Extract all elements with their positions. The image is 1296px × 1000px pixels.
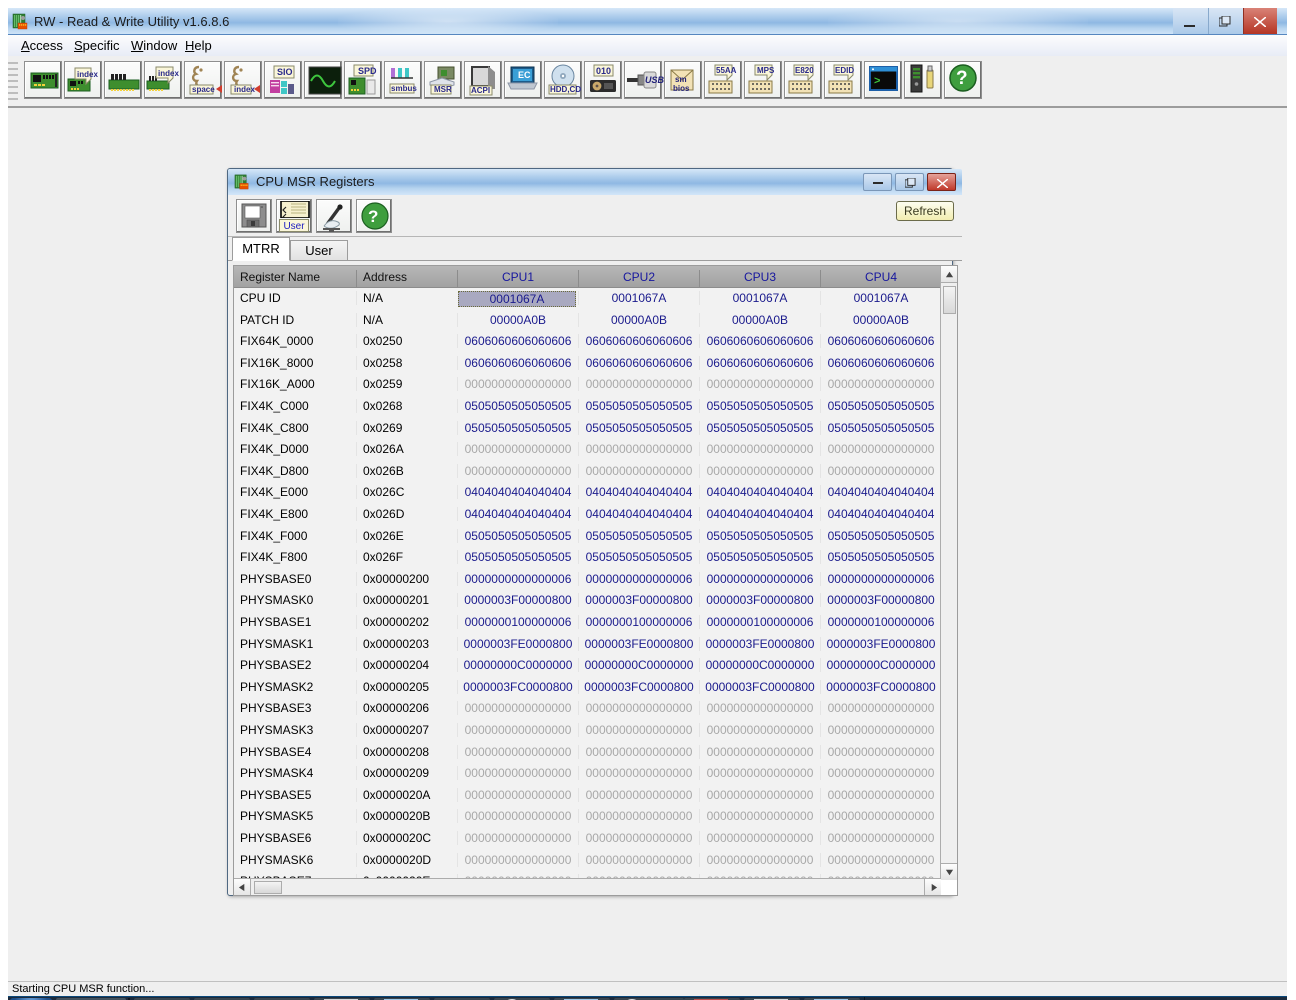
svg-text:MSR: MSR [434,85,452,94]
svg-text:EC: EC [518,70,531,80]
svg-text:EDID: EDID [835,66,854,75]
svg-text:?: ? [956,68,968,89]
svg-text:E820: E820 [795,66,814,75]
svg-text:ACPI: ACPI [471,86,490,95]
svg-text:bios: bios [673,84,690,93]
svg-text:USB: USB [645,75,665,85]
svg-text:space: space [192,85,215,94]
svg-text:SPD: SPD [358,66,377,76]
svg-text:HDD,CD: HDD,CD [550,85,581,94]
svg-text:index: index [234,85,255,94]
svg-text:index: index [158,69,179,78]
svg-text:SIO: SIO [277,67,293,77]
svg-text:010: 010 [596,66,611,76]
svg-text:MPS: MPS [757,66,775,75]
svg-text:sm: sm [675,75,687,84]
svg-text:>: > [874,75,880,87]
svg-text:smbus: smbus [391,84,417,93]
svg-text:55AA: 55AA [716,66,737,75]
svg-text:?: ? [368,207,378,226]
svg-text:index: index [77,70,98,79]
